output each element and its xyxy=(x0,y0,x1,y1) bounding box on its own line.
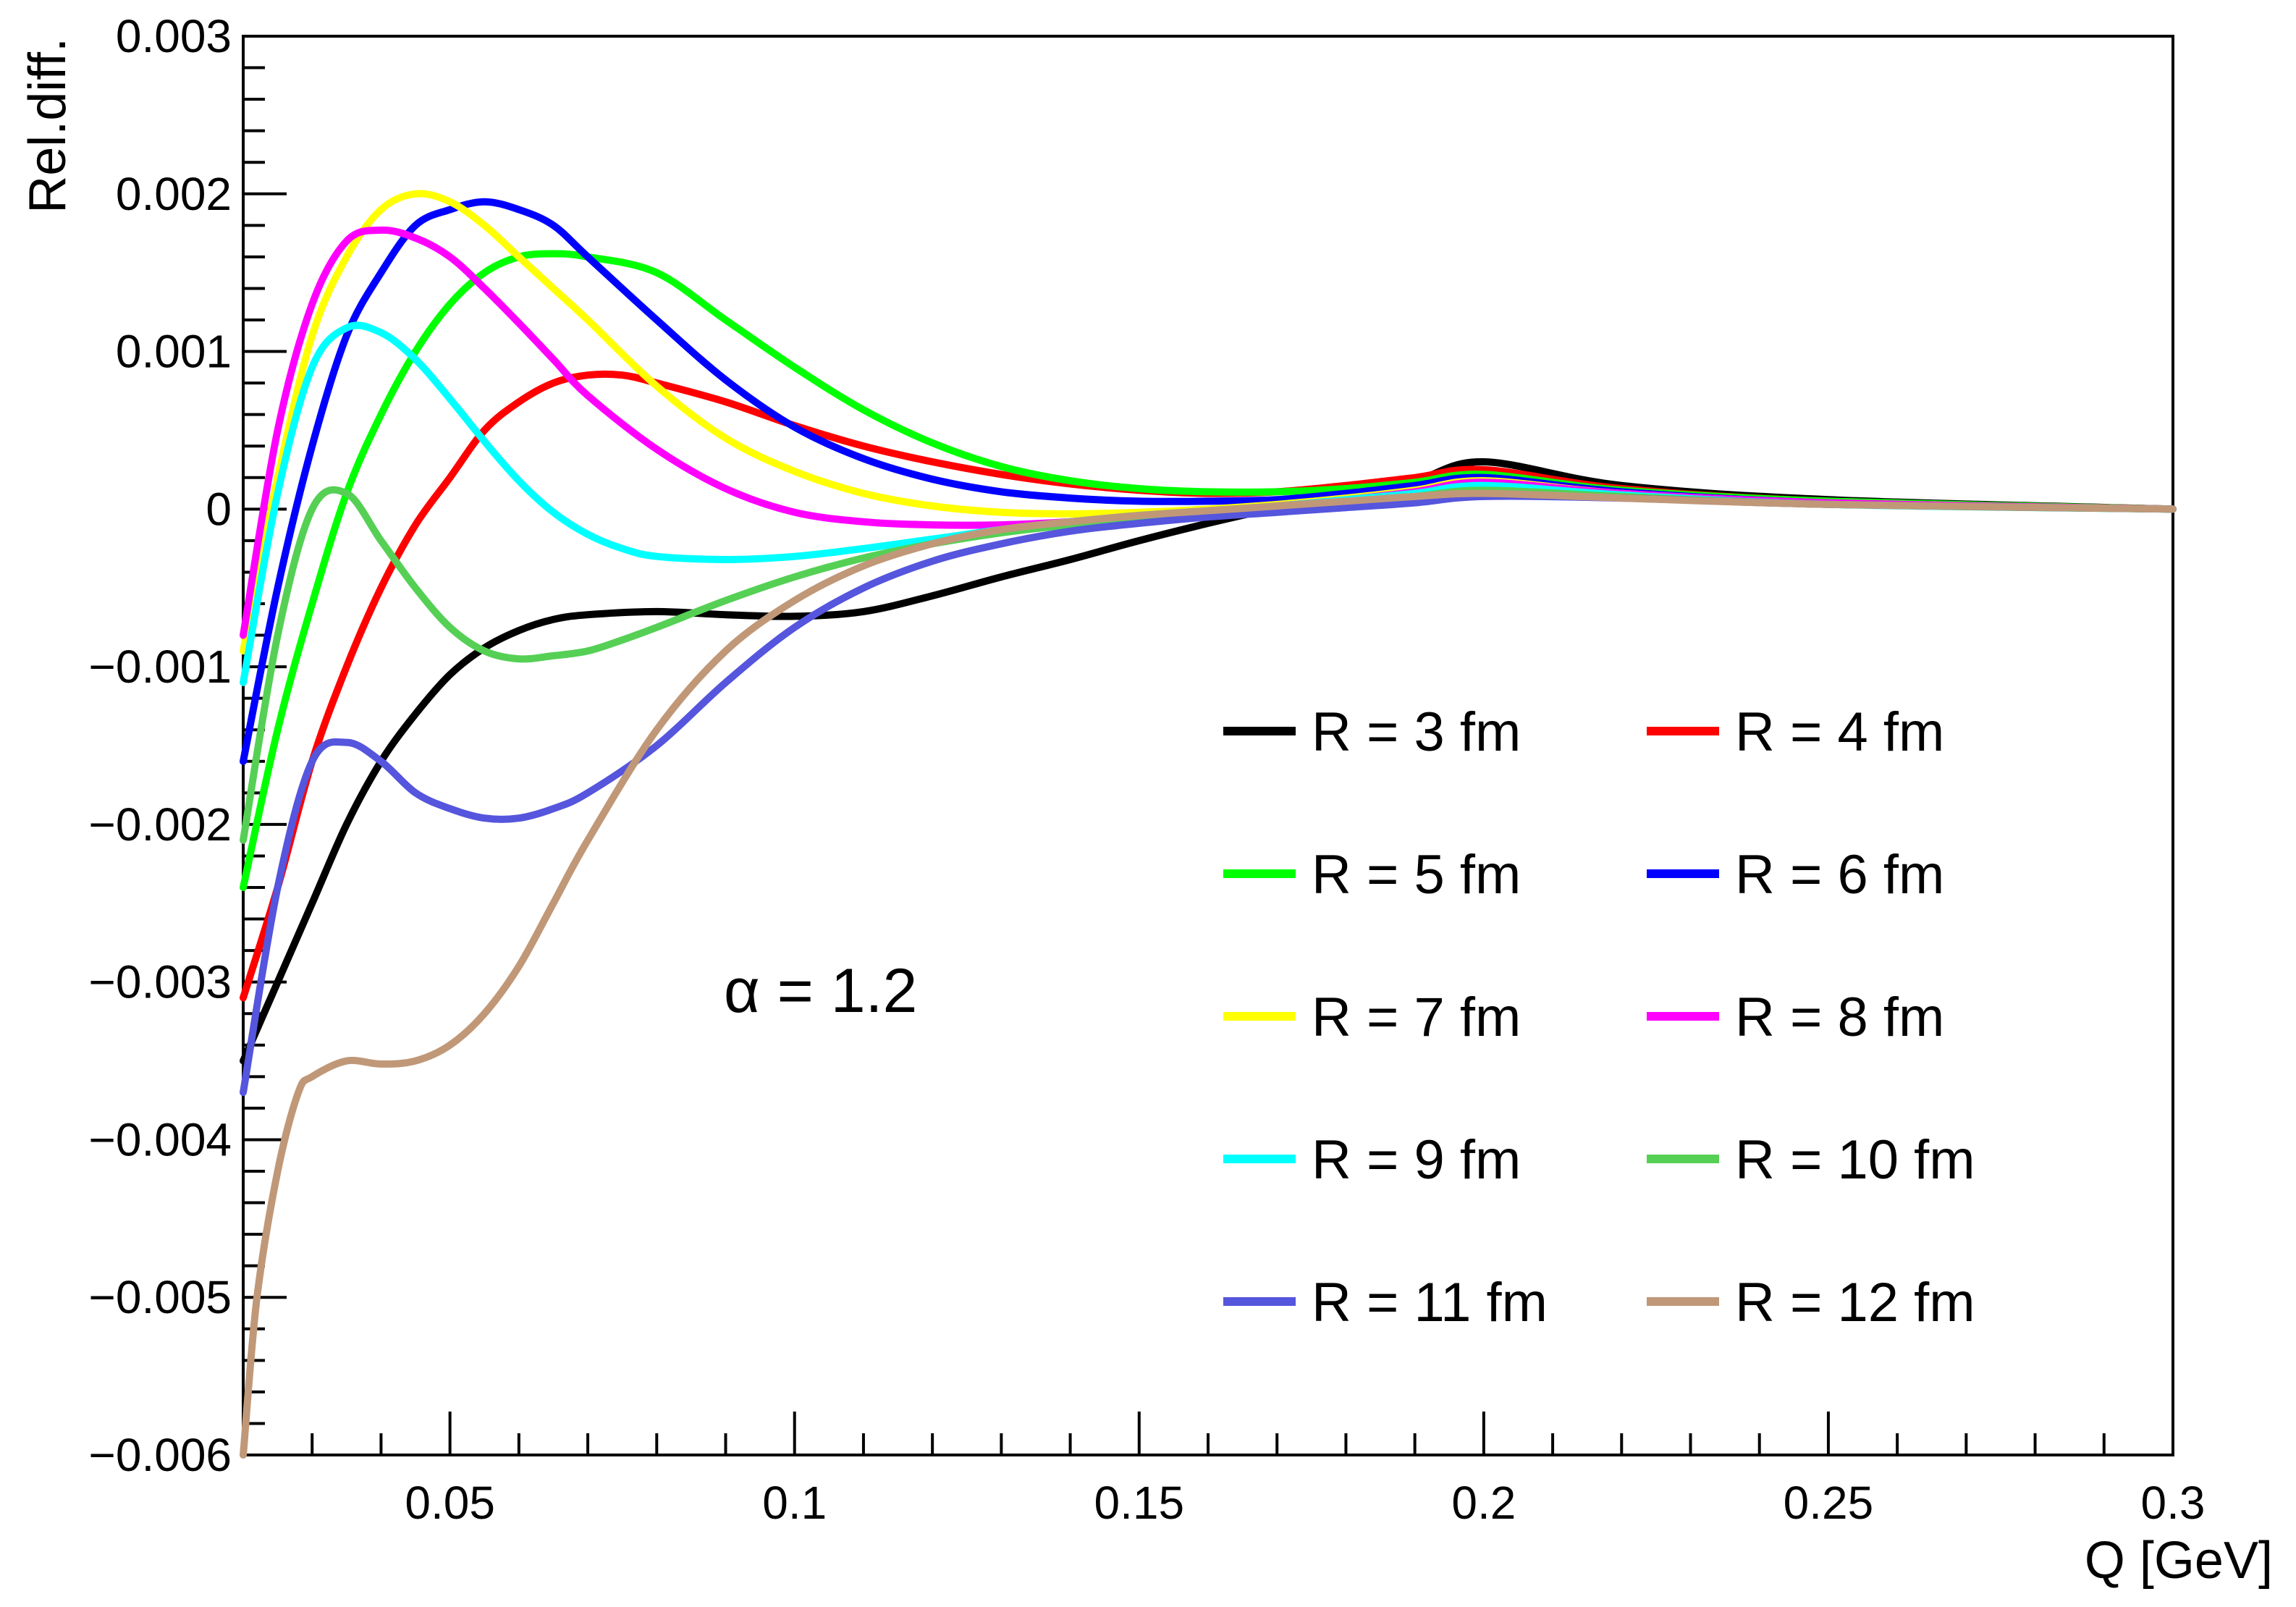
y-tick-label: 0.002 xyxy=(116,168,232,220)
series-line-r9fm xyxy=(240,321,2177,686)
series-line-r4fm xyxy=(240,370,2177,1002)
legend-label-r8fm: R = 8 fm xyxy=(1735,987,1944,1048)
y-tick-label: −0.002 xyxy=(88,798,232,851)
y-axis-title: Rel.diff. xyxy=(19,38,77,214)
y-tick-label: 0 xyxy=(206,483,232,535)
x-tick-label: 0.2 xyxy=(1451,1477,1516,1529)
series-line-r7fm xyxy=(240,190,2177,655)
x-tick-label: 0.3 xyxy=(2141,1477,2206,1529)
legend-label-r9fm: R = 9 fm xyxy=(1312,1129,1521,1191)
series-line-r10fm xyxy=(240,486,2177,844)
y-tick-label: −0.006 xyxy=(88,1429,232,1481)
legend-label-r12fm: R = 12 fm xyxy=(1735,1272,1975,1333)
y-tick-label: −0.005 xyxy=(88,1271,232,1323)
x-tick-label: 0.1 xyxy=(762,1477,827,1529)
x-tick-label: 0.05 xyxy=(405,1477,495,1529)
legend: R = 3 fm R = 4 fm R = 5 fm R = 6 fm R = 7 fm… xyxy=(1223,701,1975,1333)
series-line-r3fm xyxy=(240,457,2177,1065)
tick-labels: −0.006 −0.005 −0.004 −0.003 −0.002 −0.001 0 0.0… xyxy=(88,10,2205,1529)
legend-label-r11fm: R = 11 fm xyxy=(1312,1272,1548,1333)
series-line-r12fm xyxy=(240,489,2177,1459)
y-tick-label: −0.004 xyxy=(88,1113,232,1165)
legend-label-r3fm: R = 3 fm xyxy=(1312,701,1521,763)
x-tick-label: 0.15 xyxy=(1094,1477,1185,1529)
legend-label-r7fm: R = 7 fm xyxy=(1312,987,1521,1048)
series-line-r6fm xyxy=(240,198,2177,765)
y-tick-label: −0.003 xyxy=(88,956,232,1008)
y-tick-label: 0.001 xyxy=(116,326,232,378)
x-axis-title: Q [GeV] xyxy=(2085,1532,2273,1590)
series-line-r5fm xyxy=(240,250,2177,891)
legend-label-r5fm: R = 5 fm xyxy=(1312,844,1521,906)
alpha-annotation: α = 1.2 xyxy=(724,956,917,1026)
legend-label-r10fm: R = 10 fm xyxy=(1735,1129,1975,1191)
y-tick-label: −0.001 xyxy=(88,641,232,693)
legend-label-r6fm: R = 6 fm xyxy=(1735,844,1944,906)
x-tick-label: 0.25 xyxy=(1784,1477,1874,1529)
y-tick-label: 0.003 xyxy=(116,10,232,62)
legend-label-r4fm: R = 4 fm xyxy=(1735,701,1944,763)
curves xyxy=(240,190,2177,1459)
series-line-r8fm xyxy=(240,226,2177,639)
